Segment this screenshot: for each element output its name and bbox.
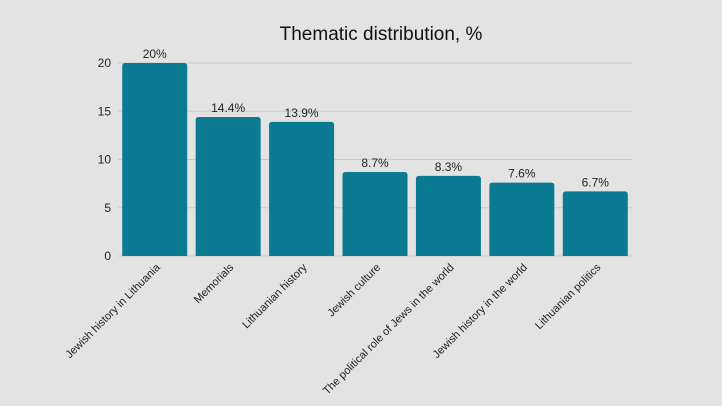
bar xyxy=(195,117,261,256)
y-axis-ticks: 0 5 10 15 20 xyxy=(98,56,112,263)
y-tick-label: 15 xyxy=(98,104,112,118)
y-tick-label: 10 xyxy=(98,153,112,167)
data-label: 7.6% xyxy=(508,167,536,181)
bar xyxy=(415,175,481,256)
y-tick-label: 5 xyxy=(104,201,111,215)
x-axis-ticks: Jewish history in Lithuania Memorials Lith… xyxy=(64,261,604,397)
bar xyxy=(342,172,408,256)
x-tick-label: Jewish history in Lithuania xyxy=(64,261,164,361)
x-tick-label: Memorials xyxy=(192,261,237,306)
bars xyxy=(122,63,628,257)
x-tick-label: Lithuanian politics xyxy=(533,261,604,332)
bar xyxy=(122,63,188,256)
data-label: 8.7% xyxy=(361,156,389,170)
chart-title: Thematic distribution, % xyxy=(280,24,483,45)
bar xyxy=(489,182,555,256)
y-tick-label: 20 xyxy=(98,56,112,70)
data-label: 13.9% xyxy=(285,106,319,120)
data-label: 14.4% xyxy=(211,101,245,115)
x-tick-label: Lithuanian history xyxy=(240,261,310,331)
y-tick-label: 0 xyxy=(104,249,111,263)
data-label: 8.3% xyxy=(435,160,463,174)
x-tick-label: Jewish culture xyxy=(325,262,383,320)
data-label: 6.7% xyxy=(582,175,610,189)
bar xyxy=(269,121,335,257)
bar xyxy=(562,191,628,256)
data-labels: 20% 14.4% 13.9% 8.7% 8.3% 7.6% 6.7% xyxy=(143,47,610,189)
data-label: 20% xyxy=(143,47,167,61)
x-tick-label: The political role of Jews in the world xyxy=(321,262,457,398)
